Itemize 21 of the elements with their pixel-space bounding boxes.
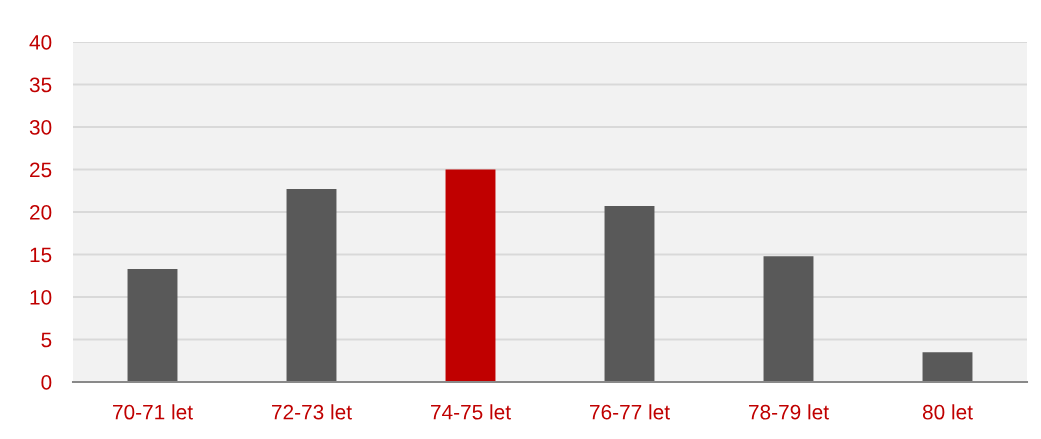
y-tick-label: 0: [41, 375, 52, 390]
bar: [286, 189, 337, 382]
x-tick-label: 70-71 let: [113, 404, 193, 420]
bar: [922, 352, 973, 382]
y-tick-label: 5: [41, 332, 52, 348]
y-tick-label: 40: [29, 35, 52, 50]
y-tick-label: 15: [30, 247, 52, 263]
bar: [763, 256, 814, 382]
bar: [127, 268, 178, 382]
x-tick-label: 72-73 let: [272, 404, 352, 420]
bar: [604, 206, 655, 382]
y-tick-label: 30: [29, 120, 52, 135]
y-tick-label: 20: [30, 205, 52, 220]
x-tick-label: 78-79 let: [749, 404, 829, 420]
bar: [445, 169, 496, 382]
y-tick-label: 25: [30, 162, 52, 178]
x-tick-label: 74-75 let: [431, 404, 511, 420]
x-tick-label: 76-77 let: [590, 404, 670, 420]
y-tick-label: 35: [29, 77, 52, 93]
y-tick-label: 10: [30, 290, 52, 305]
x-tick-label: 80 let: [922, 404, 973, 420]
